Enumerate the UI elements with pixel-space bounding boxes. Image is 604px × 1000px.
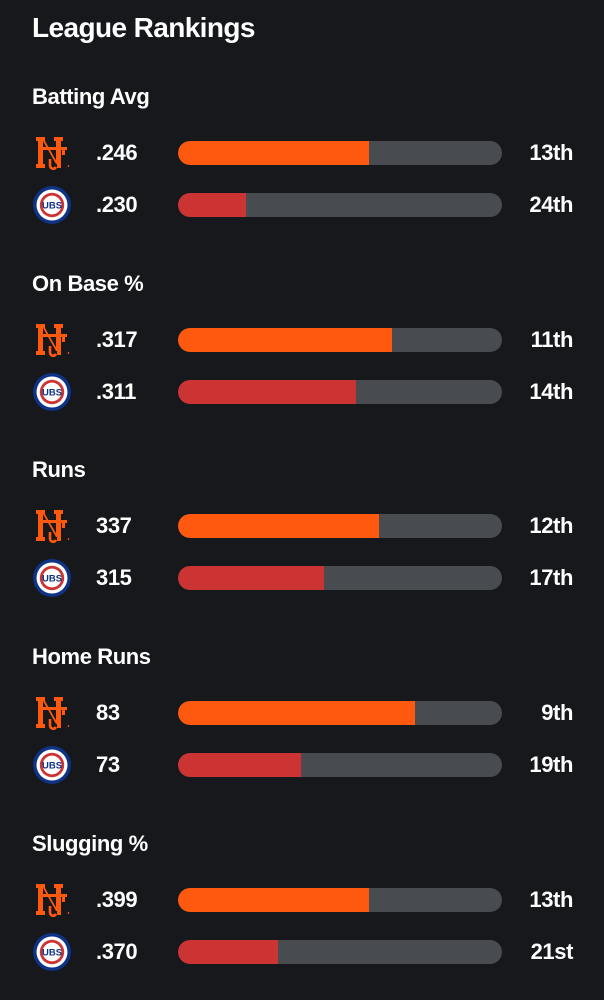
team-stat-row-cubs: .230 24th (0, 183, 604, 227)
stat-value: 73 (96, 752, 120, 777)
stat-value: 315 (96, 565, 132, 590)
ranking-category: Batting Avg .246 13th .230 24th (0, 83, 604, 253)
team-stat-row-cubs: 73 19th (0, 743, 604, 787)
team-stat-row-cubs: 315 17th (0, 556, 604, 600)
rank-bar-fill (178, 701, 415, 725)
rank-bar-track (178, 141, 502, 165)
stat-value: .399 (96, 887, 138, 912)
mets-ny-logo-icon (32, 506, 72, 546)
ranking-category: Runs 337 12th 315 17th (0, 456, 604, 626)
team-stat-row-cubs: .370 21st (0, 930, 604, 974)
rank-bar-fill (178, 514, 379, 538)
cubs-logo-icon (32, 558, 72, 598)
rank-bar-track (178, 193, 502, 217)
rank-bar-fill (178, 141, 370, 165)
rank-bar-track (178, 940, 502, 964)
league-rank: 14th (529, 379, 573, 404)
rank-bar-fill (178, 193, 247, 217)
rank-bar-track (178, 514, 502, 538)
league-rank: 11th (530, 327, 574, 352)
mets-ny-logo-icon (32, 880, 72, 920)
rank-bar-fill (178, 888, 370, 912)
rank-bar-track (178, 328, 502, 352)
category-title: On Base % (32, 271, 144, 296)
rank-bar-track (178, 566, 502, 590)
rank-bar-fill (178, 328, 392, 352)
mets-ny-logo-icon (32, 133, 72, 173)
rank-bar-track (178, 888, 502, 912)
stat-value: .246 (96, 140, 138, 165)
category-title: Home Runs (32, 644, 151, 669)
stat-value: .370 (96, 939, 138, 964)
team-stat-row-mets: .399 13th (0, 878, 604, 922)
stat-value: .230 (96, 192, 138, 217)
team-stat-row-mets: .246 13th (0, 131, 604, 175)
league-rank: 13th (529, 887, 573, 912)
category-title: Runs (32, 457, 86, 482)
cubs-logo-icon (32, 185, 72, 225)
stat-value: 83 (96, 700, 120, 725)
rank-bar-fill (178, 380, 357, 404)
rank-bar-track (178, 380, 502, 404)
league-rank: 17th (529, 565, 573, 590)
cubs-logo-icon (32, 745, 72, 785)
stat-value: 337 (96, 513, 132, 538)
team-stat-row-mets: .317 11th (0, 318, 604, 362)
league-rank: 13th (529, 140, 573, 165)
league-rank: 12th (529, 513, 573, 538)
ranking-category: On Base % .317 11th .311 14th (0, 270, 604, 440)
page-title: League Rankings (32, 12, 255, 43)
rank-bar-fill (178, 566, 324, 590)
mets-ny-logo-icon (32, 320, 72, 360)
league-rank: 24th (529, 192, 573, 217)
cubs-logo-icon (32, 372, 72, 412)
rank-bar-track (178, 753, 502, 777)
league-rank: 9th (541, 700, 573, 725)
league-rank: 21st (530, 939, 574, 964)
mets-ny-logo-icon (32, 693, 72, 733)
cubs-logo-icon (32, 932, 72, 972)
rank-bar-fill (178, 940, 279, 964)
ranking-category: Home Runs 83 9th 73 19th (0, 643, 604, 813)
team-stat-row-mets: 337 12th (0, 504, 604, 548)
category-title: Batting Avg (32, 84, 150, 109)
category-title: Slugging % (32, 831, 148, 856)
team-stat-row-mets: 83 9th (0, 691, 604, 735)
rank-bar-track (178, 701, 502, 725)
stat-value: .317 (96, 327, 138, 352)
rank-bar-fill (178, 753, 302, 777)
ranking-category: Slugging % .399 13th .370 21st (0, 830, 604, 1000)
league-rank: 19th (529, 752, 573, 777)
team-stat-row-cubs: .311 14th (0, 370, 604, 414)
stat-value: .311 (96, 379, 137, 404)
